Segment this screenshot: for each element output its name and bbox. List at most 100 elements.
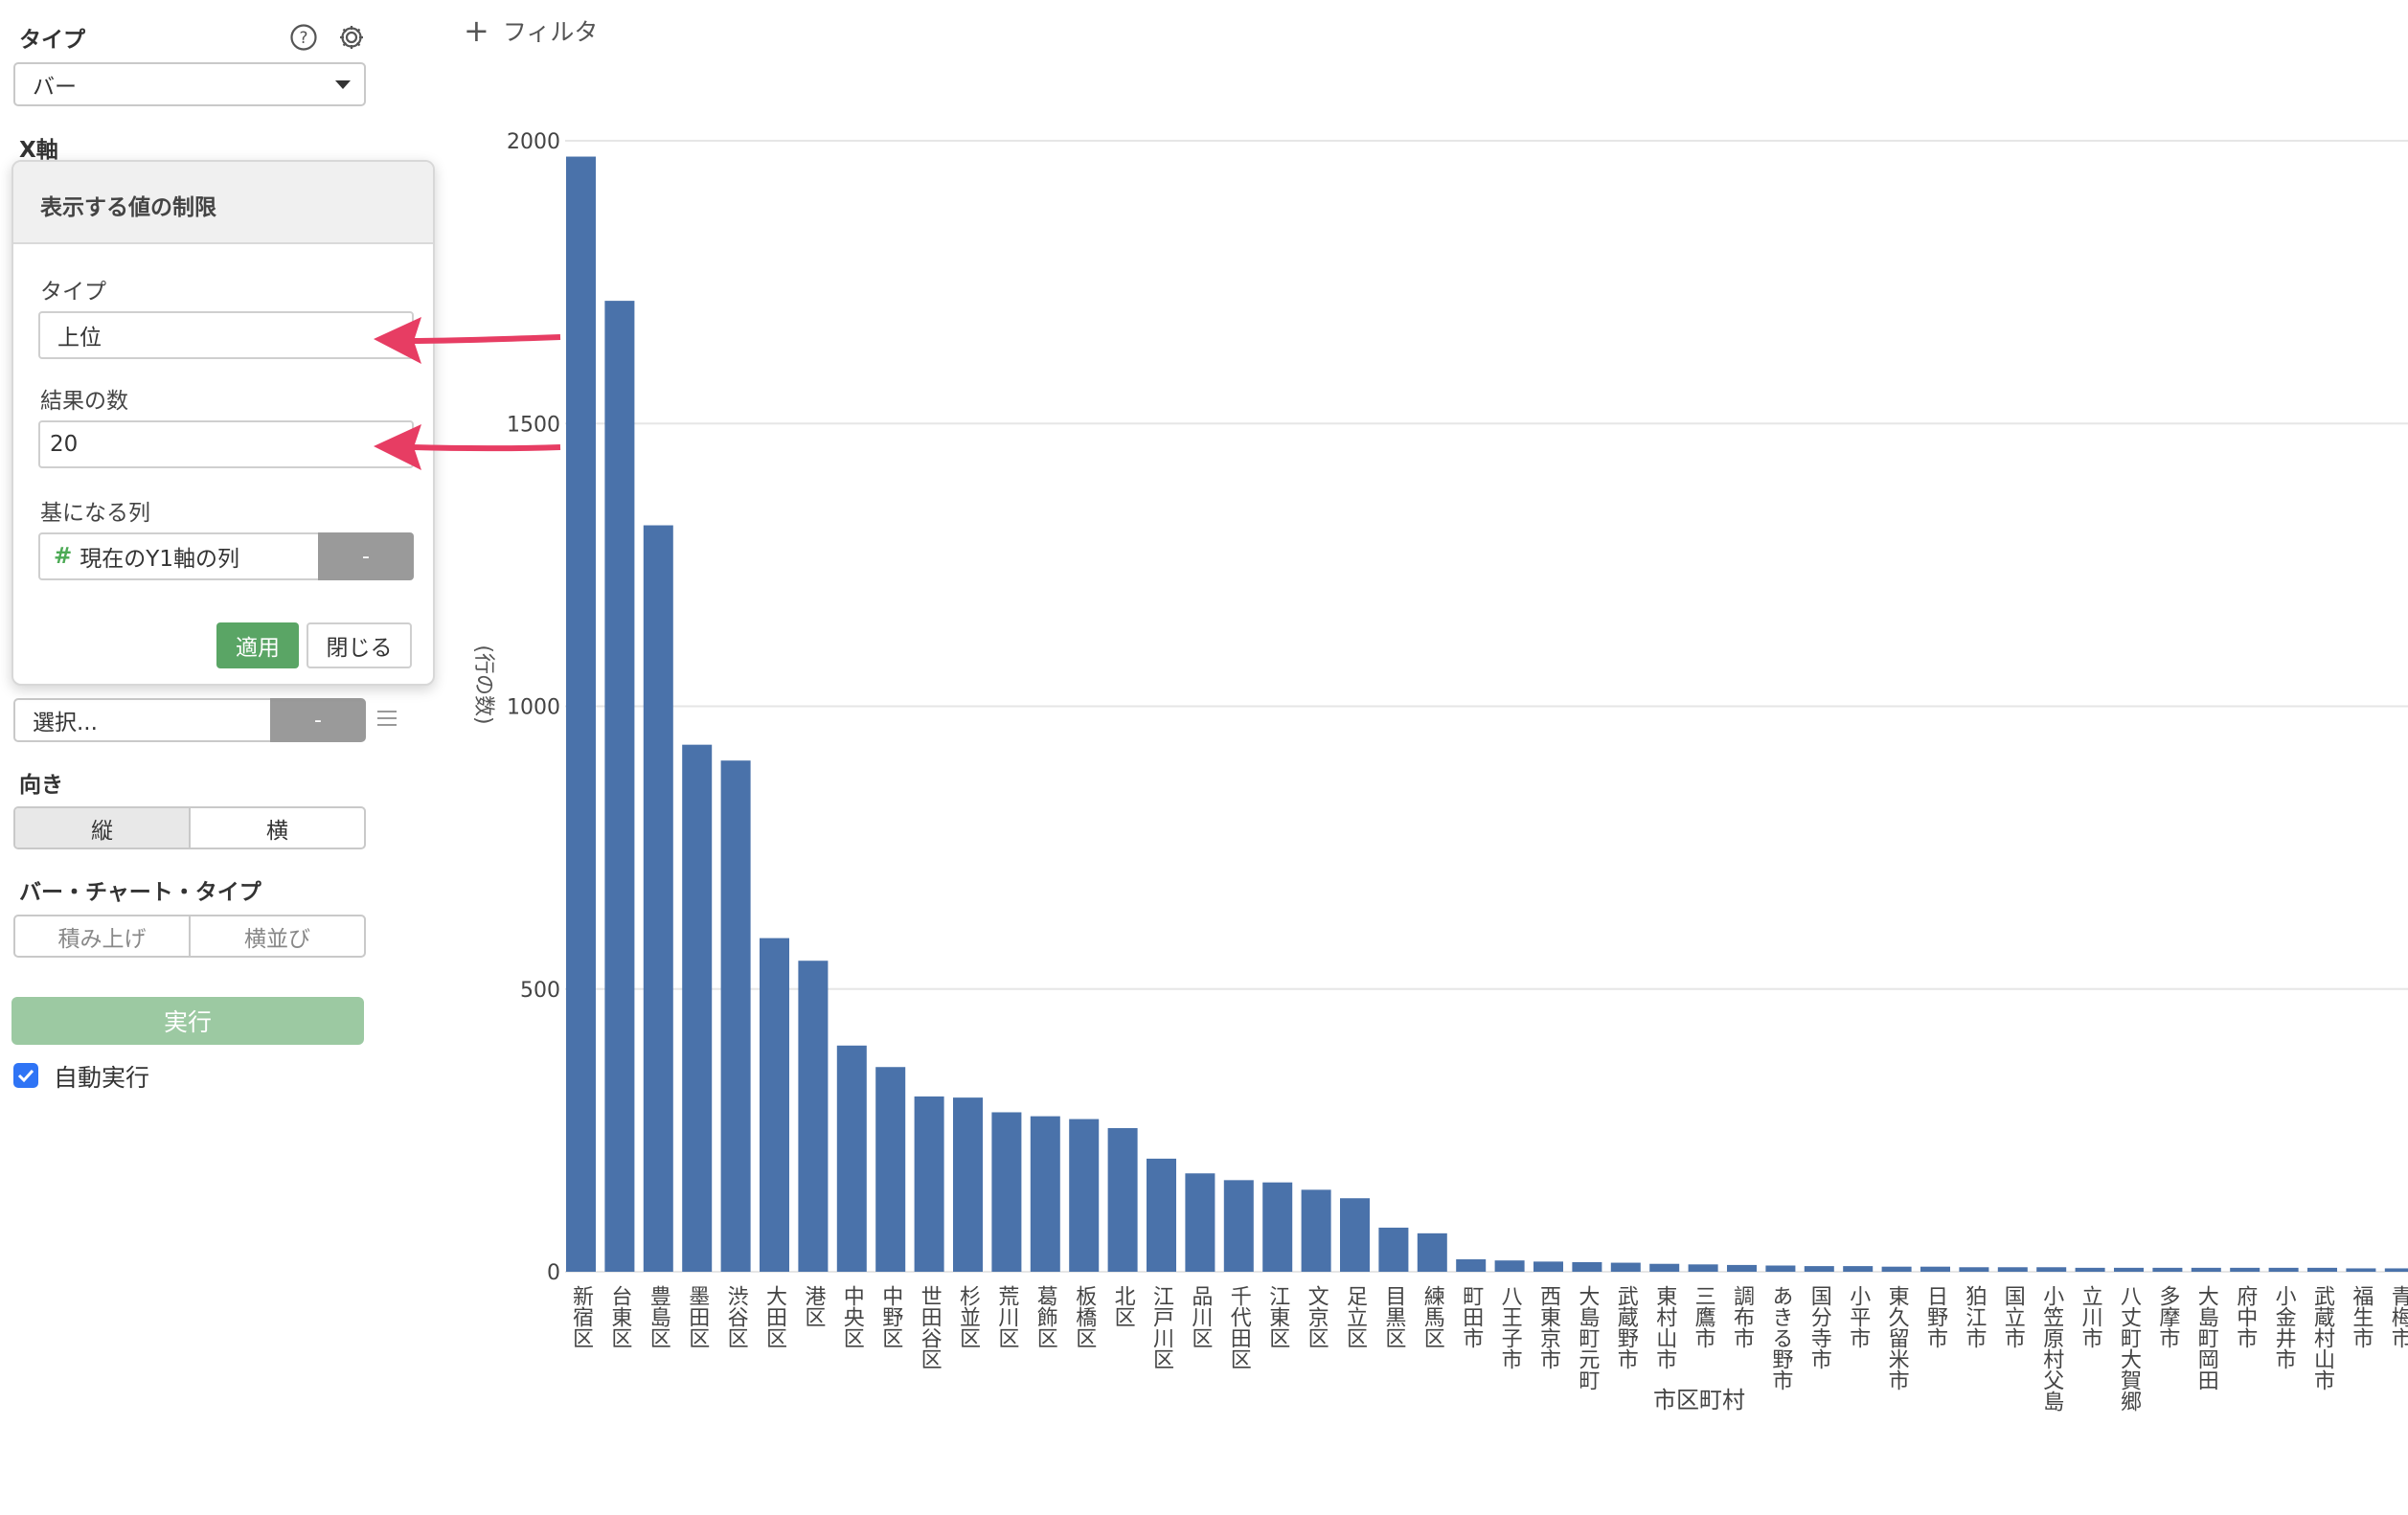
bar[interactable] [720, 760, 751, 1272]
bar[interactable] [682, 744, 713, 1272]
result-count-input[interactable]: 20 [38, 420, 414, 468]
x-tick-label: 町田市 [1459, 1285, 1483, 1348]
bar[interactable] [1843, 1266, 1874, 1272]
x-tick-label: 台東区 [607, 1285, 632, 1348]
bar[interactable] [1223, 1180, 1254, 1272]
bar[interactable] [836, 1045, 867, 1272]
chart-bars [566, 156, 2408, 1273]
bar[interactable] [760, 938, 789, 1272]
base-column-select[interactable]: # 現在のY1軸の列 [38, 532, 320, 580]
bar[interactable] [2152, 1267, 2183, 1272]
chevron-down-icon [335, 80, 351, 89]
y-axis-label: (行の数) [471, 644, 495, 724]
x-tick-label: 三鷹市 [1692, 1285, 1716, 1348]
x-tick-label: 福生市 [2349, 1285, 2374, 1348]
bar[interactable] [1069, 1119, 1100, 1272]
hash-icon: # [54, 544, 73, 569]
bar[interactable] [1610, 1262, 1641, 1272]
popup-title: 表示する値の制限 [40, 195, 216, 220]
orientation-toggle[interactable]: 縦 横 [13, 806, 366, 849]
plus-icon: + [464, 12, 489, 49]
bar[interactable] [1107, 1128, 1138, 1272]
bar[interactable] [2384, 1268, 2408, 1272]
bar[interactable] [2307, 1267, 2337, 1272]
bar-type-stacked[interactable]: 積み上げ [57, 926, 147, 952]
bar[interactable] [2268, 1267, 2299, 1272]
bar[interactable] [566, 156, 596, 1273]
chart-x-ticks: 新宿区 台東区 豊島区 墨田区 渋谷区 大田区 港区 中央区 中野区 世田谷区 杉並区 荒川区 葛飾区板… [569, 1285, 2408, 1412]
bar-type-grouped[interactable]: 横並び [189, 916, 364, 956]
bar-type-toggle[interactable]: 積み上げ 横並び [13, 915, 366, 958]
bar[interactable] [1572, 1261, 1602, 1272]
bar[interactable] [2075, 1267, 2105, 1272]
bar[interactable] [1881, 1266, 1912, 1272]
auto-run-checkbox[interactable] [13, 1063, 38, 1088]
bar[interactable] [953, 1097, 983, 1272]
bar[interactable] [2191, 1267, 2221, 1272]
x-tick-label: 多摩市 [2155, 1285, 2180, 1348]
x-tick-label: 中央区 [840, 1285, 865, 1348]
bar[interactable] [643, 525, 673, 1272]
orientation-label: 向き [19, 773, 63, 798]
bar[interactable] [798, 961, 829, 1272]
popup-header [13, 162, 433, 244]
bar[interactable] [914, 1096, 944, 1272]
bar[interactable] [1688, 1264, 1718, 1272]
column-select-placeholder: 選択... [33, 711, 98, 735]
close-button[interactable]: 閉じる [307, 622, 412, 668]
bar[interactable] [1494, 1260, 1525, 1272]
bar[interactable] [1997, 1267, 2028, 1272]
x-tick-label: 府中市 [2233, 1285, 2258, 1348]
bar[interactable] [1301, 1189, 1331, 1272]
x-tick-label: 小平市 [1846, 1285, 1871, 1348]
bar[interactable] [991, 1112, 1022, 1272]
limit-type-select[interactable]: 上位 [38, 311, 414, 359]
bar[interactable] [2036, 1267, 2067, 1272]
base-column-label: 基になる列 [40, 501, 150, 526]
bar[interactable] [1185, 1173, 1215, 1272]
x-tick-label: 足立区 [1343, 1285, 1368, 1348]
y-tick-label: 0 [547, 1261, 560, 1285]
x-tick-label: 八丈町大賀郷 [2117, 1285, 2142, 1412]
add-filter-button[interactable]: + フィルタ [464, 13, 598, 48]
y-tick-label: 1000 [507, 696, 560, 720]
drag-handle-icon[interactable] [376, 709, 398, 728]
run-button[interactable]: 実行 [11, 997, 364, 1045]
bar[interactable] [1456, 1259, 1487, 1272]
bar[interactable] [604, 301, 635, 1272]
bar[interactable] [1765, 1265, 1796, 1272]
gear-icon[interactable] [335, 21, 368, 54]
bar[interactable] [1920, 1266, 1950, 1272]
apply-button[interactable]: 適用 [216, 622, 299, 668]
bar[interactable] [875, 1067, 906, 1272]
bar[interactable] [1147, 1158, 1176, 1272]
bar[interactable] [2346, 1268, 2376, 1272]
bar[interactable] [1959, 1267, 1989, 1272]
bar[interactable] [1727, 1264, 1757, 1272]
x-tick-label: 葛飾区 [1034, 1285, 1058, 1348]
chart-type-select[interactable]: バー [13, 62, 366, 106]
bar[interactable] [1262, 1182, 1293, 1272]
bar[interactable] [2114, 1267, 2144, 1272]
bar[interactable] [1340, 1198, 1370, 1272]
limit-type-value: 上位 [57, 326, 102, 350]
x-tick-label: 大島町元町 [1575, 1285, 1600, 1391]
bar[interactable] [1649, 1263, 1680, 1272]
bar[interactable] [1030, 1116, 1060, 1272]
base-column-button[interactable]: - [318, 532, 414, 580]
orientation-horizontal[interactable]: 横 [189, 808, 364, 848]
bar[interactable] [1378, 1227, 1409, 1272]
help-icon[interactable]: ? [287, 21, 320, 54]
result-count-label: 結果の数 [40, 389, 128, 414]
column-select[interactable]: 選択... [13, 698, 272, 742]
column-select-button[interactable]: - [270, 698, 366, 742]
orientation-vertical[interactable]: 縦 [15, 808, 189, 848]
bar[interactable] [2230, 1267, 2260, 1272]
x-tick-label: 品川区 [1188, 1285, 1213, 1348]
x-tick-label: 墨田区 [685, 1285, 709, 1348]
bar[interactable] [1533, 1261, 1563, 1272]
x-axis-extra-label: 市区町村 [1653, 1387, 1745, 1413]
bar[interactable] [1417, 1232, 1447, 1272]
bar[interactable] [1804, 1266, 1834, 1272]
y-tick-label: 2000 [507, 130, 560, 154]
